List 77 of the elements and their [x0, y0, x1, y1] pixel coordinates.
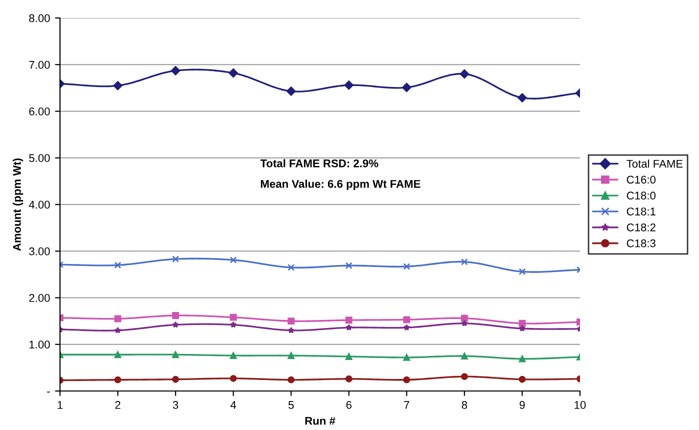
legend-label: Total FAME: [626, 160, 683, 168]
y-tick-label: 1.00: [30, 340, 50, 349]
point: [403, 263, 410, 270]
x-tick-label: 9: [520, 401, 525, 409]
x-tick-label: 7: [404, 401, 410, 409]
y-tick-label: 8.00: [29, 14, 50, 22]
point: [345, 375, 352, 382]
point: [230, 352, 237, 360]
point: [518, 93, 527, 102]
legend-label: C16:0: [626, 176, 656, 184]
x-tick-label: 3: [172, 401, 178, 409]
point: [460, 69, 470, 79]
point: [230, 314, 237, 321]
point: [518, 320, 526, 327]
point: [114, 326, 122, 334]
point: [230, 321, 237, 328]
point: [346, 324, 352, 331]
point: [345, 316, 352, 324]
annotation: Total FAME RSD: 2.9%: [260, 159, 378, 168]
x-tick-label: 6: [346, 401, 352, 409]
point: [403, 324, 410, 331]
legend-label: C18:0: [626, 192, 656, 200]
point: [113, 80, 122, 90]
point: [114, 376, 122, 384]
point: [170, 66, 180, 76]
point: [460, 314, 468, 322]
point: [172, 312, 180, 319]
point: [518, 268, 526, 276]
point: [114, 315, 122, 322]
point: [518, 325, 526, 332]
y-tick-label: 6.00: [29, 108, 50, 116]
point: [172, 376, 180, 383]
point: [288, 326, 294, 334]
point: [345, 353, 352, 360]
x-tick-label: 4: [230, 401, 236, 409]
x-tick-label: 1: [58, 401, 63, 409]
point: [460, 258, 468, 266]
point: [172, 256, 180, 263]
legend-label: C18:1: [626, 208, 656, 216]
y-tick-label: -: [47, 392, 50, 393]
x-tick-label: 8: [462, 401, 468, 409]
point: [403, 316, 410, 324]
x-tick-label: 5: [288, 401, 294, 409]
y-tick-label: 4.00: [28, 200, 50, 209]
point: [230, 374, 237, 382]
legend-label: C18:2: [626, 223, 656, 232]
point: [172, 321, 179, 328]
y-axis-title: Amount (ppm Wt): [12, 158, 24, 251]
point: [228, 68, 238, 78]
point: [403, 376, 410, 384]
legend-label: C18:3: [626, 239, 656, 248]
point: [345, 262, 352, 270]
y-tick-label: 3.00: [29, 247, 50, 256]
point: [114, 351, 122, 358]
x-tick-label: 2: [115, 401, 120, 409]
annotation: Mean Value: 6.6 ppm Wt FAME: [260, 180, 420, 190]
point: [114, 262, 122, 269]
point: [461, 320, 468, 326]
point: [460, 352, 468, 360]
point: [402, 82, 412, 92]
point: [403, 354, 410, 361]
point: [286, 86, 296, 96]
y-tick-label: 7.00: [29, 60, 50, 69]
y-tick-label: 5.00: [29, 154, 50, 162]
point: [172, 351, 180, 358]
point: [518, 355, 526, 362]
point: [288, 376, 295, 384]
point: [230, 256, 237, 264]
point: [518, 376, 526, 383]
x-axis-title: Run #: [305, 417, 336, 425]
y-tick-label: 2.00: [29, 294, 50, 302]
point: [288, 352, 295, 360]
point: [460, 373, 468, 380]
x-tick-label: 10: [574, 401, 586, 409]
point: [344, 80, 354, 90]
point: [288, 264, 295, 271]
point: [288, 318, 295, 325]
